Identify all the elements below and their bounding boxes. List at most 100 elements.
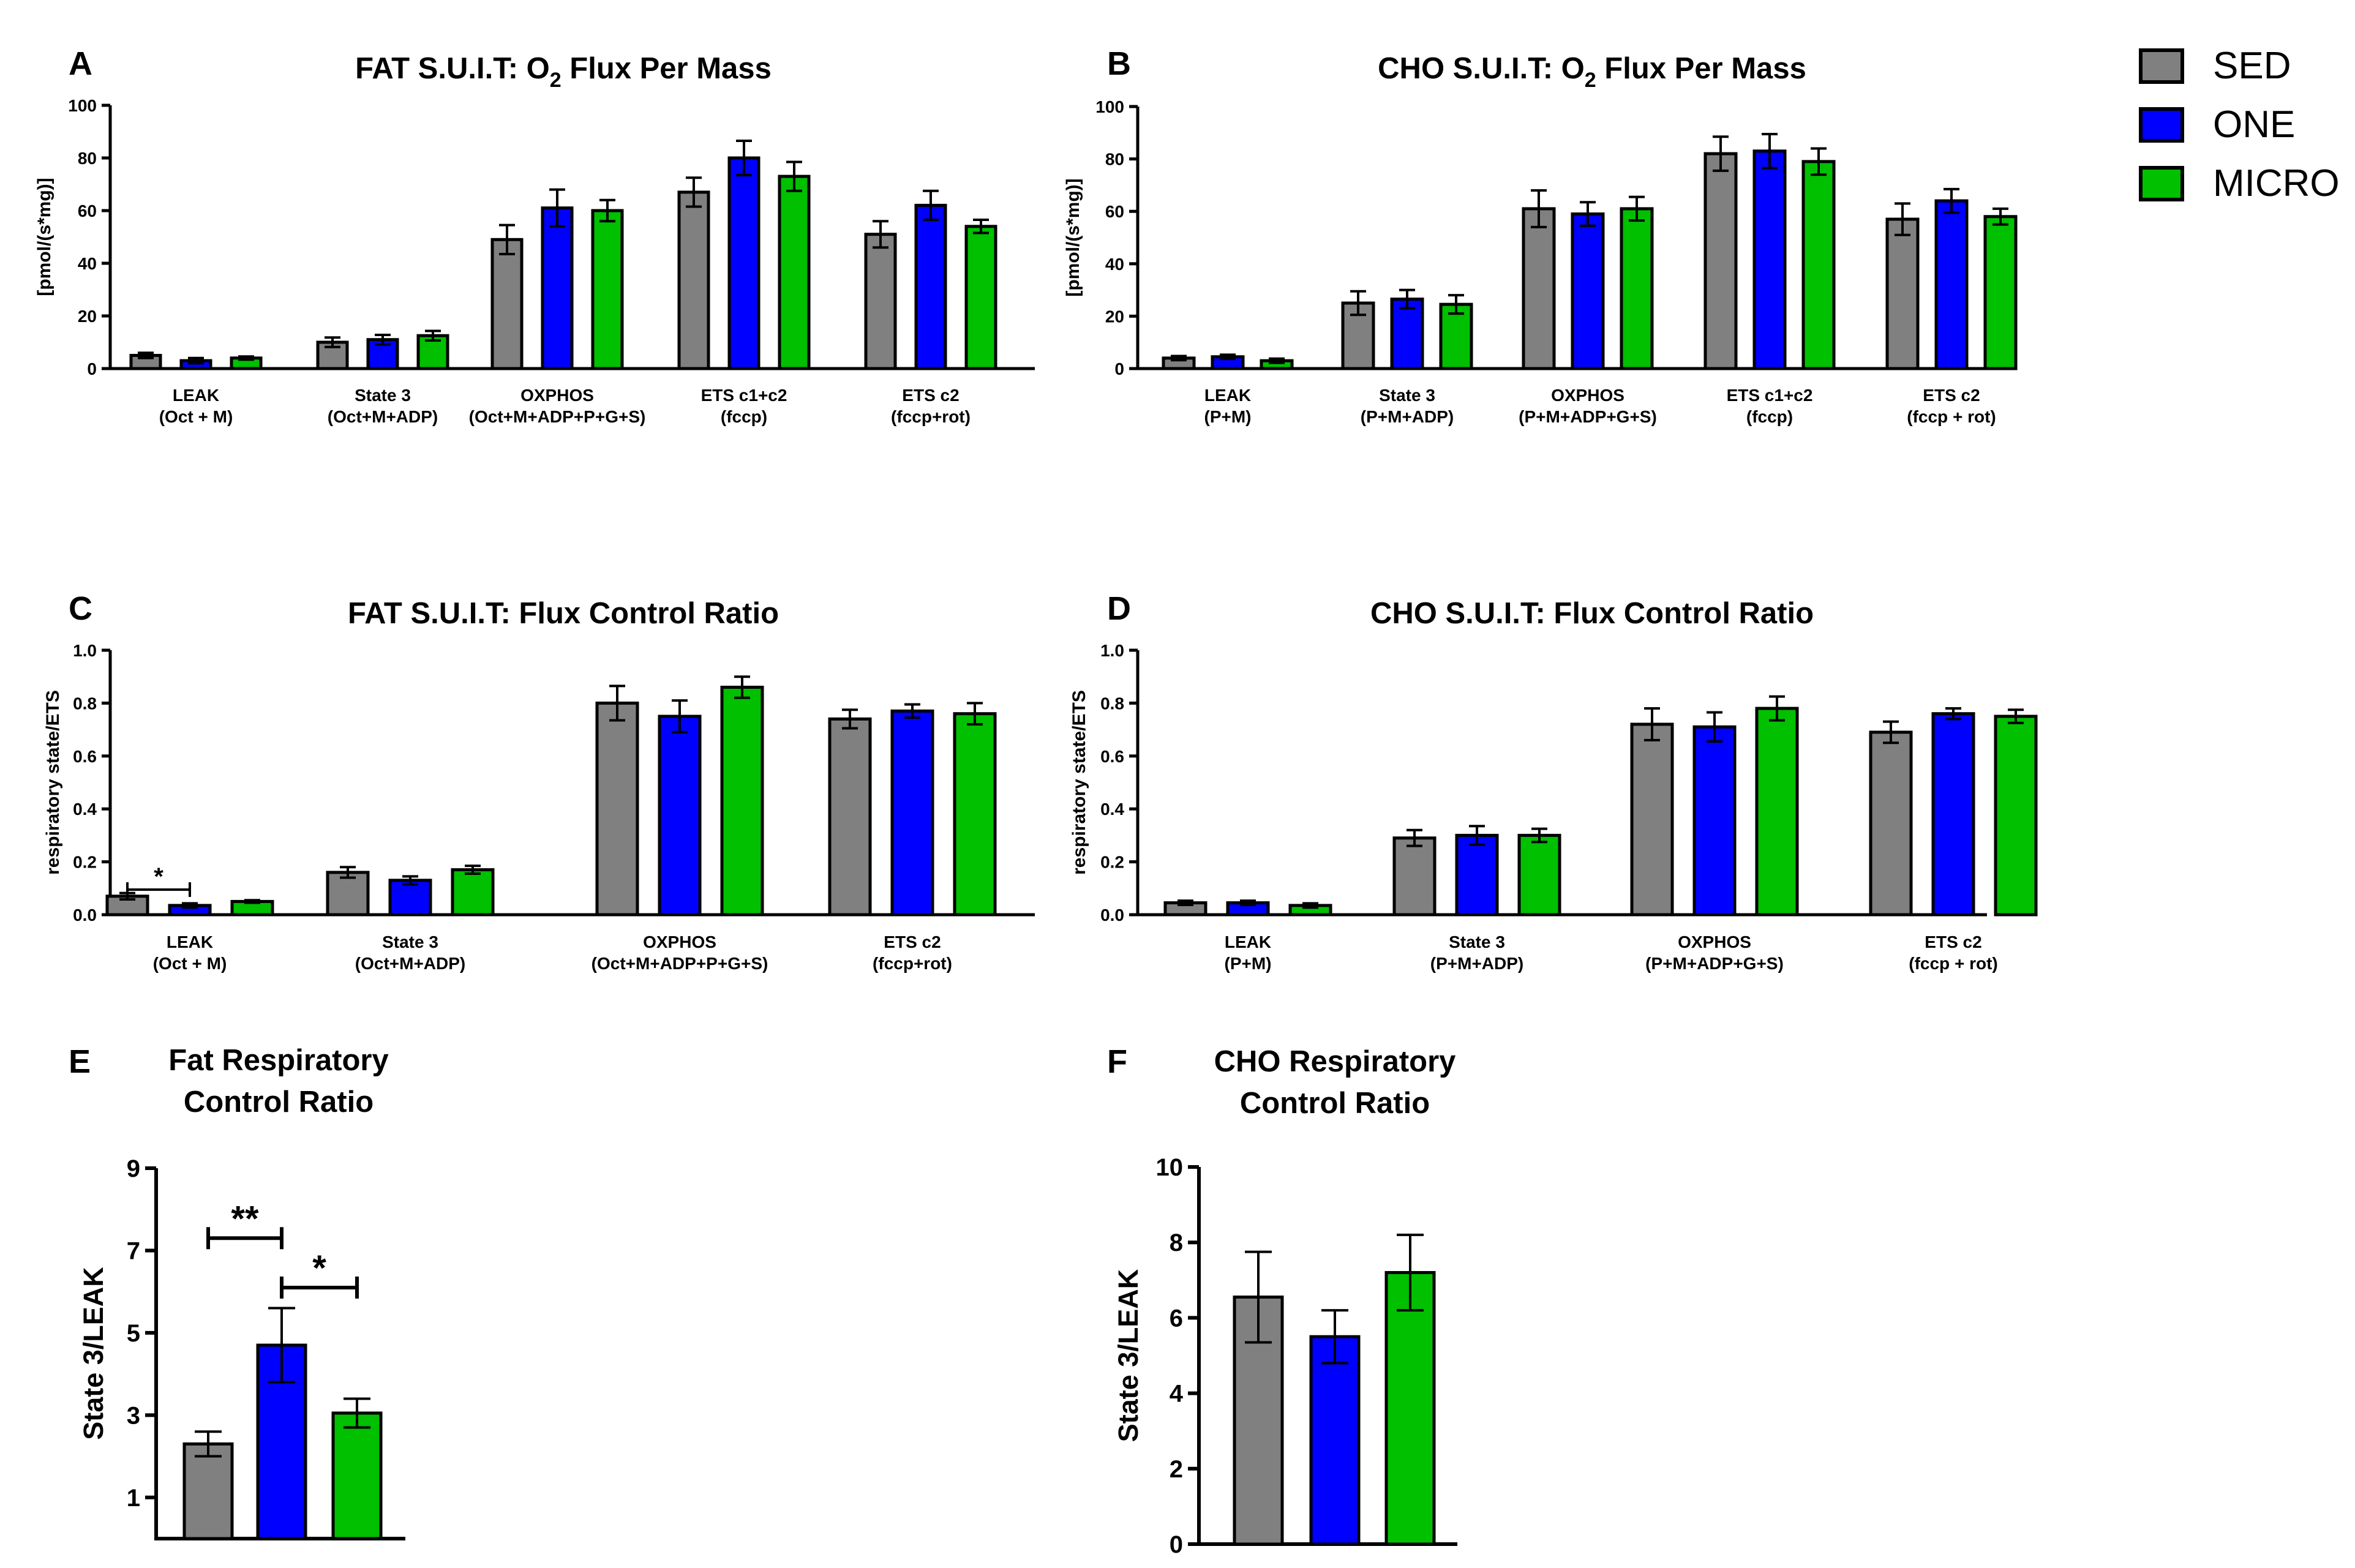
error-bar bbox=[182, 902, 198, 909]
category-group: LEAK (Oct + M) bbox=[129, 351, 263, 426]
x-tick-sublabel: (fccp) bbox=[1746, 407, 1793, 426]
y-tick: 0.0 bbox=[1100, 906, 1138, 925]
panel-e: E Fat Respiratory Control Ratio 1 3 5 7 9 State … bbox=[69, 1043, 405, 1540]
y-tick: 0.8 bbox=[1100, 694, 1138, 713]
panel-c: C FAT S.U.I.T: Flux Control Ratio 0.0 0.2 0.… bbox=[43, 590, 1035, 973]
panel-d: D CHO S.U.I.T: Flux Control Ratio 0.0 0.2 0.… bbox=[1069, 590, 2038, 973]
error-bar bbox=[340, 866, 356, 879]
bar-one bbox=[1390, 298, 1424, 370]
category-group: State 3 (Oct+M+ADP) bbox=[326, 865, 495, 973]
error-bar bbox=[967, 702, 983, 726]
y-tick: 9 bbox=[127, 1155, 156, 1182]
panel-title: FAT S.U.I.T: O2 Flux Per Mass bbox=[355, 52, 772, 92]
y-tick: 0.2 bbox=[73, 853, 110, 872]
bar-micro bbox=[964, 225, 997, 370]
x-tick-sublabel: (P+M+ADP+G+S) bbox=[1519, 407, 1657, 426]
y-tick: 40 bbox=[1105, 255, 1138, 274]
y-tick: 20 bbox=[1105, 307, 1138, 326]
x-tick-label: ETS c1+c2 bbox=[701, 386, 787, 405]
y-tick-label: 4 bbox=[1170, 1381, 1184, 1408]
category-group: State 3 (P+M+ADP) bbox=[1341, 288, 1473, 426]
error-bar bbox=[1944, 187, 1959, 214]
bar-micro bbox=[1983, 215, 2018, 370]
bar-micro bbox=[953, 712, 997, 917]
panel-a: A FAT S.U.I.T: O2 Flux Per Mass 0 20 40 60 80 1… bbox=[34, 45, 1035, 426]
panel-title: FAT S.U.I.T: Flux Control Ratio bbox=[348, 597, 779, 630]
bar-sed bbox=[1630, 722, 1674, 917]
y-tick: 100 bbox=[68, 96, 110, 115]
bar-one bbox=[1692, 725, 1737, 917]
error-bar bbox=[686, 176, 702, 208]
legend-label: ONE bbox=[2213, 103, 2295, 146]
error-bar bbox=[1399, 288, 1415, 310]
error-bar bbox=[1895, 202, 1910, 236]
y-tick: 80 bbox=[1105, 150, 1138, 169]
significance-bracket: ** bbox=[206, 1199, 284, 1250]
error-bar bbox=[268, 1307, 295, 1384]
panel-letter: D bbox=[1107, 590, 1131, 627]
error-bar bbox=[672, 699, 688, 733]
x-tick-sublabel: (fccp + rot) bbox=[1907, 407, 1996, 426]
y-tick: 80 bbox=[78, 149, 110, 168]
legend-label: SED bbox=[2213, 45, 2291, 87]
error-bar bbox=[195, 1430, 222, 1458]
x-tick-label: ETS c1+c2 bbox=[1727, 386, 1813, 405]
y-tick: 1.0 bbox=[73, 641, 110, 660]
bar-one bbox=[1455, 833, 1499, 917]
bar-one bbox=[914, 203, 947, 370]
x-tick-sublabel: (Oct+M+ADP) bbox=[328, 407, 438, 426]
significance-bracket: * bbox=[280, 1248, 359, 1299]
x-tick-label: ETS c2 bbox=[902, 386, 959, 405]
y-tick-label: 5 bbox=[127, 1320, 140, 1347]
y-tick-label: 100 bbox=[68, 96, 97, 115]
error-bar bbox=[904, 703, 920, 719]
error-bar bbox=[842, 708, 858, 730]
category-group: ETS c2 (fccp + rot) bbox=[1869, 707, 2038, 973]
y-tick: 7 bbox=[127, 1237, 156, 1264]
panel-title-line: Control Ratio bbox=[184, 1086, 374, 1119]
error-bar bbox=[375, 333, 391, 346]
error-bar bbox=[244, 899, 260, 904]
error-bar bbox=[1469, 825, 1485, 846]
panel-letter: F bbox=[1107, 1043, 1127, 1080]
panel-title-line: Control Ratio bbox=[1240, 1087, 1430, 1120]
x-tick-label: State 3 bbox=[355, 386, 411, 405]
error-bar bbox=[1629, 195, 1645, 222]
category-group: ETS c2 (fccp+rot) bbox=[864, 189, 997, 426]
y-tick: 1.0 bbox=[1100, 641, 1138, 660]
panel-letter: E bbox=[69, 1043, 91, 1080]
x-tick-sublabel: (P+M+ADP) bbox=[1361, 407, 1454, 426]
x-tick-sublabel: (P+M) bbox=[1225, 954, 1272, 973]
y-axis-label: respiratory state/ETS bbox=[1069, 690, 1089, 875]
bar-micro bbox=[1755, 707, 1799, 917]
category-group: ETS c2 (fccp+rot) bbox=[828, 702, 997, 973]
y-tick: 6 bbox=[1170, 1305, 1199, 1332]
y-tick-label: 2 bbox=[1170, 1456, 1183, 1483]
error-bar bbox=[599, 198, 615, 223]
y-tick: 20 bbox=[78, 307, 110, 326]
y-tick-label: 1 bbox=[127, 1485, 140, 1512]
error-bar bbox=[734, 675, 750, 699]
bar-sed bbox=[182, 1442, 234, 1540]
panel-f: F CHO Respiratory Control Ratio 0 2 4 6 8 10 Stat… bbox=[1107, 1043, 1457, 1558]
x-tick-sublabel: (Oct + M) bbox=[153, 954, 227, 973]
error-bar bbox=[549, 188, 565, 228]
y-axis-label: State 3/LEAK bbox=[1113, 1269, 1144, 1442]
y-tick: 8 bbox=[1170, 1229, 1199, 1256]
panel-letter: C bbox=[69, 590, 92, 627]
bar-micro bbox=[1620, 207, 1654, 370]
panel-b: B CHO S.U.I.T: O2 Flux Per Mass 0 20 40 60 80 1… bbox=[1063, 45, 2018, 426]
bar-group bbox=[331, 1397, 383, 1540]
y-tick-label: 0.8 bbox=[73, 694, 97, 713]
bar-sed bbox=[864, 233, 897, 370]
bar-micro bbox=[451, 868, 495, 917]
bar-sed bbox=[326, 871, 370, 917]
y-tick: 0 bbox=[1114, 359, 1138, 378]
error-bar bbox=[1644, 707, 1660, 741]
error-bar bbox=[873, 220, 888, 249]
error-bar bbox=[1448, 294, 1464, 315]
bar-one bbox=[1931, 712, 1975, 917]
significance-marker: * bbox=[312, 1248, 326, 1288]
y-tick: 10 bbox=[1156, 1154, 1199, 1181]
error-bar bbox=[786, 160, 802, 192]
